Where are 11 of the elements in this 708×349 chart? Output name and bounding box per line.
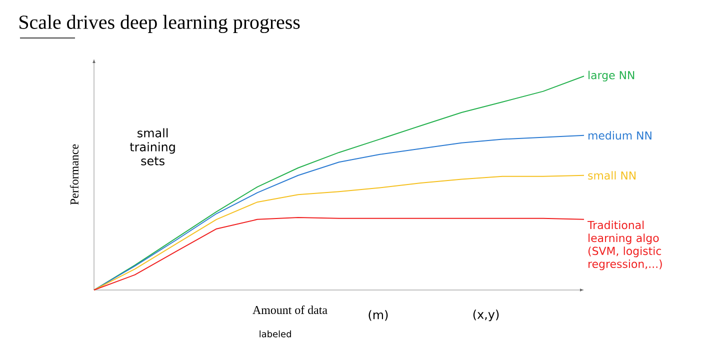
series-label: small NN xyxy=(588,171,636,180)
y-axis-title: Performance xyxy=(70,144,78,205)
annotation: small training sets xyxy=(130,128,175,166)
series-label: Traditional learning algo (SVM, logistic regression,...) xyxy=(588,220,662,270)
text: (x,y) xyxy=(473,310,499,322)
chart-title: Scale drives deep learning progress xyxy=(20,14,300,34)
series-label: large NN xyxy=(588,70,634,82)
text: labeled xyxy=(260,330,291,338)
text: (m) xyxy=(368,310,388,321)
x-axis-title: Amount of data xyxy=(252,306,328,314)
series-label: medium NN xyxy=(588,131,652,140)
